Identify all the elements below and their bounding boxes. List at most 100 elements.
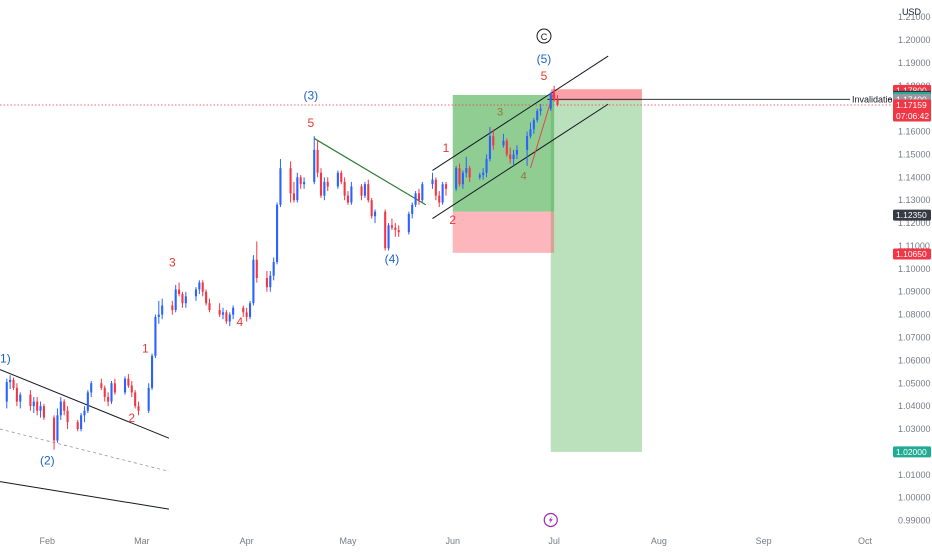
y-tick-label: 1.11000 [898, 241, 930, 251]
candle-body [147, 387, 150, 411]
candle-body [83, 410, 86, 416]
price-tag-text: 1.12350 [896, 210, 927, 220]
candle-body [478, 175, 481, 178]
x-tick-label: Jun [445, 536, 460, 546]
wave-label-red: 2 [449, 213, 456, 227]
misc-layer [543, 512, 558, 528]
candle-body [255, 259, 258, 279]
candle-body [326, 181, 329, 187]
candle-body [539, 108, 542, 111]
price-tag-bg [893, 446, 931, 458]
price-tags-layer: 1.178001.175411.175001.174001.1715907:06… [893, 84, 931, 458]
candle-body [515, 149, 519, 155]
candle-body [509, 154, 512, 160]
wave-label-red: 3 [169, 256, 176, 270]
candle-body [421, 184, 424, 201]
candle-body [350, 186, 353, 203]
y-tick-label: 1.05000 [898, 378, 931, 388]
candle-body [553, 92, 556, 100]
candle-body [455, 168, 458, 189]
candle-body [414, 193, 417, 205]
target-zone [550, 100, 642, 452]
candle-body [32, 401, 35, 407]
candle-body [360, 186, 363, 196]
candle-body [346, 195, 350, 203]
y-tick-label: 1.14000 [898, 172, 931, 182]
candle-body [245, 312, 248, 317]
candle-body [276, 204, 279, 262]
candle-body [171, 305, 174, 311]
time-axis[interactable]: Feb Mar Apr May Jun Jul Aug Sep Oct [40, 536, 873, 546]
candle-body [184, 296, 187, 304]
candle-body [461, 172, 464, 185]
candle-body [529, 129, 532, 137]
candle-body [296, 177, 299, 201]
candle-body [36, 401, 39, 411]
y-tick-label: 1.12000 [898, 218, 931, 228]
price-axis[interactable]: USD 1.210001.200001.190001.180001.170001… [892, 0, 932, 550]
candle-body [66, 410, 69, 423]
y-tick-label: 1.08000 [898, 310, 931, 320]
wave-label-red: 1 [443, 141, 450, 155]
wave-label-red: 5 [541, 69, 548, 83]
wave-label-red: 2 [128, 411, 135, 425]
candle-body [488, 136, 491, 160]
candle-body [42, 406, 45, 418]
candle-body [201, 282, 204, 292]
price-tag-text: 1.17800 [896, 85, 927, 95]
candle-body [434, 179, 437, 196]
price-tag: 1.10650 [893, 248, 931, 260]
candle-body [340, 172, 343, 182]
price-tag-bg [893, 209, 931, 221]
x-tick-label: Aug [651, 536, 667, 546]
candle-body [492, 136, 495, 146]
candle-body [292, 193, 296, 201]
y-tick-label: 0.99000 [898, 516, 931, 526]
candle-body [279, 168, 282, 205]
candle-body [181, 294, 184, 304]
trendlines-layer: Invalidation [0, 55, 898, 510]
candle-body [269, 275, 272, 288]
wave-labels-layer: 1 2 3 4 5 1 2 5 (1) (2) (3) (4) (5) 3 4 C [0, 28, 552, 467]
candle-body [19, 394, 22, 402]
candle-body [316, 149, 319, 173]
candle-body [299, 177, 302, 185]
candle-body [248, 303, 252, 317]
candle-body [127, 378, 130, 386]
candle-body [59, 401, 62, 416]
candle-body [485, 159, 488, 173]
candle-body [289, 168, 292, 194]
x-tick-label: May [340, 536, 358, 546]
wave-label-blue: (5) [537, 52, 552, 66]
wave-label-blue: (1) [0, 352, 11, 366]
candle-body [100, 383, 103, 388]
channel-upper-line [432, 55, 609, 171]
candle-body [394, 227, 397, 230]
price-tag-bg [893, 248, 931, 260]
wave4-trendline [313, 137, 427, 206]
y-tick-label: 1.16000 [898, 127, 931, 137]
y-tick-label: 1.07000 [898, 333, 931, 343]
wave-label-red: 5 [308, 116, 315, 130]
currency-label: USD [902, 7, 922, 17]
y-tick-label: 1.10000 [898, 264, 931, 274]
y-tick-label: 1.03000 [898, 424, 931, 434]
candle-body [303, 181, 306, 185]
candle-body [29, 394, 32, 407]
x-tick-label: Oct [858, 536, 873, 546]
candle-body [232, 307, 235, 315]
y-tick-label: 1.13000 [898, 195, 931, 205]
candle-body [157, 314, 160, 317]
x-tick-label: Jul [548, 536, 560, 546]
candle-body [208, 303, 211, 311]
candle-body [431, 179, 434, 185]
y-tick-label: 1.06000 [898, 355, 931, 365]
candle-body [53, 417, 56, 441]
wave-label-circled: C [541, 32, 548, 42]
lightning-icon [548, 516, 553, 524]
candle-body [387, 225, 390, 249]
candle-body [444, 184, 448, 189]
